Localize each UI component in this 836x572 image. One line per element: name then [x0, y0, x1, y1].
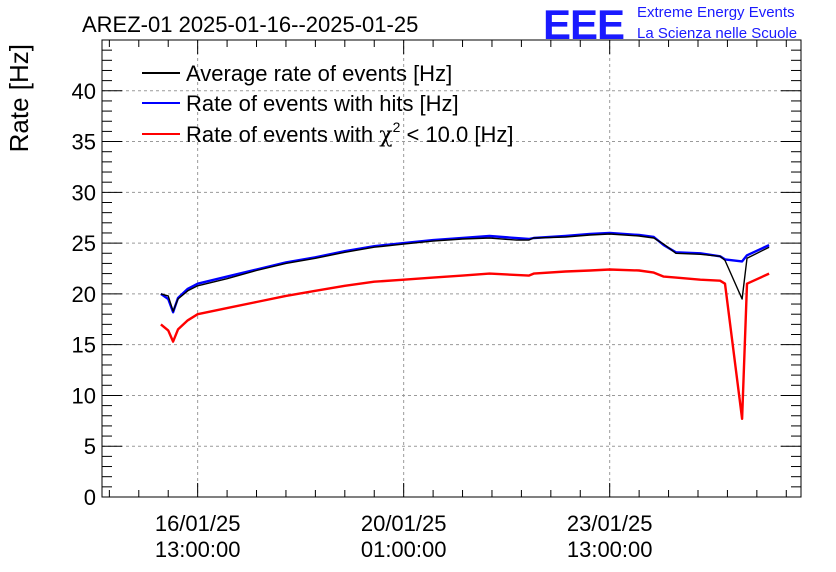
series-hits-line [160, 231, 770, 314]
legend-label-average: Average rate of events [Hz] [186, 61, 452, 86]
y-tick-label: 25 [72, 231, 96, 256]
y-tick-label: 30 [72, 180, 96, 205]
x-tick-label-time: 13:00:00 [155, 537, 241, 562]
x-axis: 16/01/2513:00:0020/01/2501:00:0023/01/25… [108, 40, 787, 562]
y-tick-label: 10 [72, 383, 96, 408]
legend-chi2-symbol: χ [379, 123, 392, 148]
y-axis: 0 5 10 15 20 25 30 35 40 [72, 49, 801, 510]
legend-label-chi2: Rate of events with χ2 < 10.0 [Hz] [186, 119, 514, 148]
x-tick-label-date: 20/01/25 [361, 511, 447, 536]
eee-logo-line2: La Scienza nelle Scuole [637, 25, 797, 42]
chart-title: AREZ-01 2025-01-16--2025-01-25 [82, 12, 418, 37]
legend-chi2-suffix: < 10.0 [Hz] [400, 122, 513, 147]
x-tick-label-date: 23/01/25 [567, 511, 653, 536]
x-tick-label-time: 13:00:00 [567, 537, 653, 562]
eee-logo-line1: Extreme Energy Events [637, 4, 795, 21]
eee-logo-mark: EEE [543, 1, 624, 48]
y-tick-label: 15 [72, 333, 96, 358]
plot-frame [101, 39, 802, 498]
y-axis-label: Rate [Hz] [4, 44, 34, 152]
legend-chi2-sup: 2 [393, 119, 401, 135]
y-tick-label: 35 [72, 130, 96, 155]
series-average-line [160, 233, 770, 312]
y-tick-label: 40 [72, 79, 96, 104]
legend-label-hits: Rate of events with hits [Hz] [186, 91, 459, 116]
y-tick-label: 20 [72, 282, 96, 307]
eee-logo: EEE Extreme Energy Events La Scienza nel… [543, 1, 797, 48]
grid [102, 40, 801, 497]
legend: Average rate of events [Hz] Rate of even… [142, 61, 514, 148]
series-layer [160, 231, 770, 420]
y-tick-label: 5 [84, 434, 96, 459]
y-tick-label: 0 [84, 485, 96, 510]
x-tick-label-date: 16/01/25 [155, 511, 241, 536]
series-chi2-line [160, 268, 770, 420]
x-tick-label-time: 01:00:00 [361, 537, 447, 562]
legend-chi2-text: Rate of events with [186, 122, 373, 147]
